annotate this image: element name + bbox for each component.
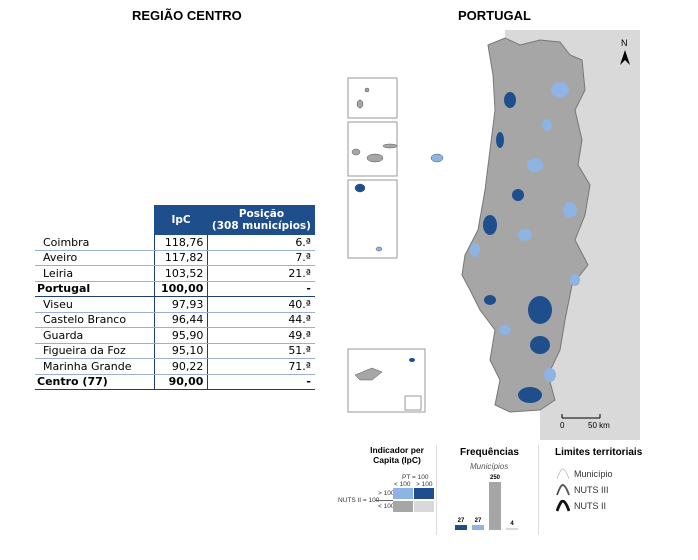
pt-label: PT = 100: [402, 474, 429, 481]
blank-header: [35, 205, 155, 235]
limit-label: NUTS II: [574, 501, 607, 511]
frequency-chart: 27 27 250 4: [455, 475, 530, 530]
position-header-sub: (308 municípios): [211, 220, 311, 232]
north-label: N: [621, 38, 628, 48]
position-value: 7.ª: [207, 250, 315, 266]
municipality-name: Centro (77): [35, 374, 155, 390]
ipc-value: 95,90: [153, 327, 208, 344]
municipality-name: Marinha Grande: [35, 358, 155, 375]
freq-title: Frequências: [460, 447, 519, 458]
row-gt100: > 100: [378, 490, 395, 497]
frequency-label: 250: [489, 475, 500, 481]
position-header: Posição (308 municípios): [207, 205, 315, 235]
swatch-dark-blue: [414, 488, 434, 499]
frequency-bar: [506, 528, 518, 530]
col-lt100: < 100: [394, 481, 411, 488]
frequency-label: 27: [474, 517, 482, 524]
position-value: 51.ª: [207, 343, 315, 359]
right-title: PORTUGAL: [458, 8, 531, 23]
frequency-label: 27: [457, 517, 465, 524]
left-title: REGIÃO CENTRO: [132, 8, 242, 23]
limits-list: Município NUTS III NUTS II: [556, 466, 613, 514]
ipc-table: IpC Posição (308 municípios) Coimbra 118,7…: [35, 205, 315, 390]
table-row: Marinha Grande 90,22 71.ª: [35, 358, 315, 375]
municipality-name: Viseu: [35, 296, 155, 313]
ipc-value: 90,00: [153, 374, 208, 390]
municipality-name: Castelo Branco: [35, 312, 155, 328]
col-gt100: > 100: [416, 481, 433, 488]
north-arrow-icon: [620, 50, 630, 65]
legend-indicator: Indicador per Capita (IpC): [350, 445, 440, 465]
limit-item: Município: [556, 466, 613, 482]
frequency-bar: [455, 524, 467, 530]
limit-label: NUTS III: [574, 485, 609, 495]
inset-azores: [347, 77, 398, 259]
municipality-name: Aveiro: [35, 250, 155, 266]
table-row: Aveiro 117,82 7.ª: [35, 250, 315, 266]
limit-label: Município: [574, 469, 613, 479]
table-row: Leiria 103,52 21.ª: [35, 265, 315, 282]
table-row: Portugal 100,00-: [35, 281, 315, 297]
boundary-line-icon: [556, 500, 570, 512]
freq-subtitle: Municípios: [470, 462, 509, 471]
scale-start: 0: [560, 421, 565, 430]
frequency-bar: [472, 524, 484, 530]
ipc-value: 90,22: [153, 358, 208, 375]
position-header-label: Posição: [238, 208, 285, 220]
table-row: Guarda 95,90 49.ª: [35, 327, 315, 344]
table-row: Figueira da Foz 95,10 51.ª: [35, 343, 315, 359]
position-value: 44.ª: [207, 312, 315, 328]
ipc-header: IpC: [154, 205, 208, 235]
divider: [375, 500, 393, 501]
swatch-dark-grey: [393, 501, 413, 512]
mainland-portugal: [461, 37, 591, 413]
ipc-value: 118,76: [153, 235, 208, 251]
municipality-name: Coimbra: [35, 235, 155, 251]
legend-separator: [538, 445, 539, 535]
inset-madeira: [347, 348, 426, 413]
frequency-label: 4: [510, 521, 514, 527]
ipc-value: 97,93: [153, 296, 208, 313]
swatch-light-blue: [393, 488, 413, 499]
table-row: Castelo Branco 96,44 44.ª: [35, 312, 315, 328]
limit-item: NUTS II: [556, 498, 613, 514]
municipalities-light-blue: [470, 82, 580, 382]
row-lt100: < 100: [378, 503, 395, 510]
frequency-bar: [489, 482, 501, 530]
boundary-line-icon: [556, 484, 570, 496]
limits-title: Limites territoriais: [555, 447, 643, 458]
position-value: -: [207, 374, 315, 390]
swatch-light-grey: [414, 501, 434, 512]
scale-end: 50 km: [588, 421, 610, 430]
ipc-value: 117,82: [153, 250, 208, 266]
table-row: Centro (77) 90,00-: [35, 374, 315, 390]
municipalities-dark-blue: [483, 92, 552, 403]
ipc-value: 103,52: [153, 265, 208, 282]
scale-bar: [561, 414, 601, 419]
municipality-name: Guarda: [35, 327, 155, 344]
legend-separator: [436, 445, 437, 535]
position-value: 21.ª: [207, 265, 315, 282]
ipc-value: 96,44: [153, 312, 208, 328]
limit-item: NUTS III: [556, 482, 613, 498]
table-row: Viseu 97,93 40.ª: [35, 296, 315, 313]
position-value: 71.ª: [207, 358, 315, 375]
municipality-name: Portugal: [35, 281, 155, 297]
position-value: 6.ª: [207, 235, 315, 251]
municipality-name: Leiria: [35, 265, 155, 282]
position-value: 40.ª: [207, 296, 315, 313]
nuts-label: NUTS II = 100: [338, 497, 380, 504]
municipality-name: Figueira da Foz: [35, 343, 155, 359]
table-row: Coimbra 118,76 6.ª: [35, 235, 315, 251]
ipc-value: 95,10: [153, 343, 208, 359]
ipc-value: 100,00: [153, 281, 208, 297]
position-value: 49.ª: [207, 327, 315, 344]
position-value: -: [207, 281, 315, 297]
boundary-line-icon: [556, 468, 570, 480]
indicator-title: Indicador per Capita (IpC): [370, 445, 424, 465]
portugal-map: N 0 50 km: [347, 30, 640, 440]
